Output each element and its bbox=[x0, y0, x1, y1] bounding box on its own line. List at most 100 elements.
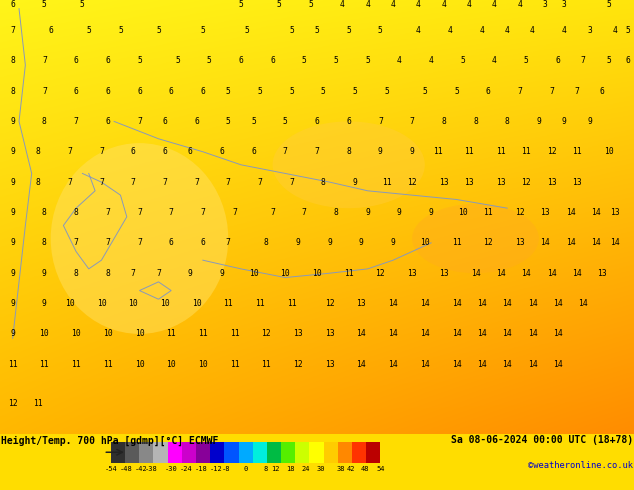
Text: 9: 9 bbox=[353, 178, 358, 187]
Text: 4: 4 bbox=[492, 0, 497, 9]
Text: -38: -38 bbox=[145, 466, 157, 472]
Text: 12: 12 bbox=[375, 269, 385, 278]
Bar bbox=[125, 441, 139, 463]
Text: 7: 7 bbox=[156, 269, 161, 278]
Text: 14: 14 bbox=[527, 299, 538, 308]
Text: 9: 9 bbox=[10, 238, 15, 247]
Text: 5: 5 bbox=[308, 0, 313, 9]
Text: 4: 4 bbox=[429, 56, 434, 65]
Text: 9: 9 bbox=[219, 269, 224, 278]
Text: 5: 5 bbox=[251, 117, 256, 126]
Text: 10: 10 bbox=[160, 299, 170, 308]
Text: 4: 4 bbox=[467, 0, 472, 9]
Text: 7: 7 bbox=[99, 178, 104, 187]
Text: 12: 12 bbox=[521, 178, 531, 187]
Bar bbox=[281, 441, 295, 463]
Bar bbox=[196, 441, 210, 463]
Text: 6: 6 bbox=[162, 117, 167, 126]
Text: 5: 5 bbox=[137, 56, 142, 65]
Text: 14: 14 bbox=[356, 360, 366, 369]
Text: 11: 11 bbox=[464, 147, 474, 156]
Text: 7: 7 bbox=[226, 238, 231, 247]
Text: 12: 12 bbox=[547, 147, 557, 156]
Bar bbox=[352, 441, 366, 463]
Text: 5: 5 bbox=[257, 87, 262, 96]
Text: 6: 6 bbox=[105, 87, 110, 96]
Text: 11: 11 bbox=[572, 147, 582, 156]
Text: 14: 14 bbox=[477, 329, 487, 339]
Text: 3: 3 bbox=[543, 0, 548, 9]
Text: 14: 14 bbox=[527, 329, 538, 339]
Text: 13: 13 bbox=[547, 178, 557, 187]
Text: 14: 14 bbox=[591, 208, 601, 217]
Bar bbox=[167, 441, 182, 463]
Text: 11: 11 bbox=[432, 147, 443, 156]
Text: 9: 9 bbox=[188, 269, 193, 278]
Text: 10: 10 bbox=[166, 360, 176, 369]
Text: 11: 11 bbox=[521, 147, 531, 156]
Text: 7: 7 bbox=[581, 56, 586, 65]
Text: 12: 12 bbox=[271, 466, 280, 472]
Text: 14: 14 bbox=[451, 329, 462, 339]
Text: 6: 6 bbox=[131, 147, 136, 156]
Text: 10: 10 bbox=[280, 269, 290, 278]
Text: 8: 8 bbox=[441, 117, 446, 126]
Text: 5: 5 bbox=[283, 117, 288, 126]
Text: 5: 5 bbox=[156, 26, 161, 35]
Text: ©weatheronline.co.uk: ©weatheronline.co.uk bbox=[527, 461, 633, 470]
Text: 8: 8 bbox=[473, 117, 478, 126]
Text: -18: -18 bbox=[195, 466, 207, 472]
Text: 4: 4 bbox=[517, 0, 522, 9]
Text: 7: 7 bbox=[137, 238, 142, 247]
Text: 13: 13 bbox=[515, 238, 525, 247]
Text: 14: 14 bbox=[566, 238, 576, 247]
Text: 7: 7 bbox=[67, 178, 72, 187]
Bar bbox=[295, 441, 309, 463]
Text: 9: 9 bbox=[10, 178, 15, 187]
Text: 6: 6 bbox=[219, 147, 224, 156]
Text: 14: 14 bbox=[388, 329, 398, 339]
Text: 6: 6 bbox=[200, 238, 205, 247]
Text: 6: 6 bbox=[200, 87, 205, 96]
Text: 11: 11 bbox=[287, 299, 297, 308]
Text: 4: 4 bbox=[492, 56, 497, 65]
Text: 7: 7 bbox=[137, 208, 142, 217]
Text: 14: 14 bbox=[477, 299, 487, 308]
Text: 14: 14 bbox=[420, 360, 430, 369]
Text: 8: 8 bbox=[42, 238, 47, 247]
Text: 5: 5 bbox=[365, 56, 370, 65]
Text: 9: 9 bbox=[10, 329, 15, 339]
Text: 4: 4 bbox=[416, 0, 421, 9]
Text: 7: 7 bbox=[549, 87, 554, 96]
Text: 5: 5 bbox=[625, 26, 630, 35]
Text: 7: 7 bbox=[131, 269, 136, 278]
Text: 48: 48 bbox=[361, 466, 370, 472]
Text: 10: 10 bbox=[420, 238, 430, 247]
Text: 14: 14 bbox=[610, 238, 620, 247]
Text: 7: 7 bbox=[67, 147, 72, 156]
Text: 7: 7 bbox=[99, 147, 104, 156]
Text: 8: 8 bbox=[42, 117, 47, 126]
Text: 13: 13 bbox=[325, 329, 335, 339]
Text: -48: -48 bbox=[120, 466, 133, 472]
Text: 8: 8 bbox=[105, 269, 110, 278]
Text: 4: 4 bbox=[441, 0, 446, 9]
Text: 14: 14 bbox=[451, 360, 462, 369]
Text: 9: 9 bbox=[365, 208, 370, 217]
Text: 7: 7 bbox=[42, 87, 47, 96]
Text: 5: 5 bbox=[238, 0, 243, 9]
Text: 14: 14 bbox=[527, 360, 538, 369]
Text: 8: 8 bbox=[36, 178, 41, 187]
Text: 6: 6 bbox=[169, 87, 174, 96]
Text: 12: 12 bbox=[261, 329, 271, 339]
Text: 8: 8 bbox=[74, 269, 79, 278]
Text: 14: 14 bbox=[388, 360, 398, 369]
Bar bbox=[182, 441, 196, 463]
Text: 10: 10 bbox=[39, 329, 49, 339]
Text: 7: 7 bbox=[378, 117, 383, 126]
Bar bbox=[309, 441, 324, 463]
Text: 7: 7 bbox=[105, 208, 110, 217]
Text: 8: 8 bbox=[264, 238, 269, 247]
Text: 6: 6 bbox=[314, 117, 320, 126]
Text: 5: 5 bbox=[207, 56, 212, 65]
